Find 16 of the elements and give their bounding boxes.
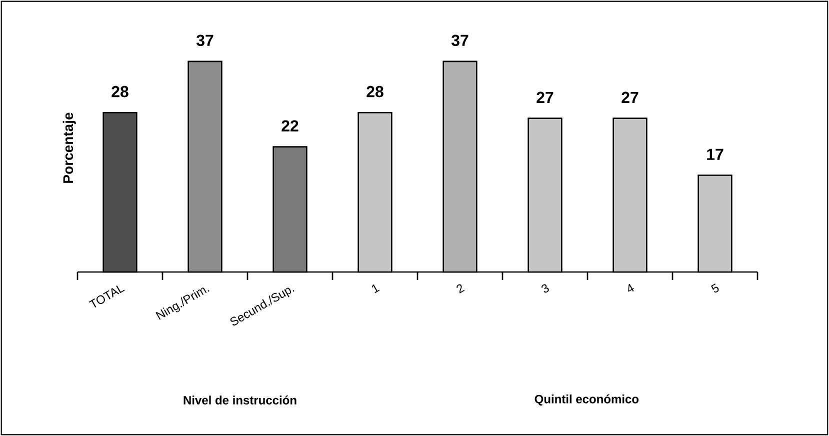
x-tick-label: 2 <box>456 284 465 294</box>
data-label: 27 <box>536 92 554 103</box>
text: Nivel de instrucción <box>184 396 296 404</box>
x-tick-label: 5 <box>711 284 719 293</box>
y-axis-title: Porcentaje <box>62 112 76 183</box>
data-label: 27 <box>622 92 638 103</box>
x-tick-label: 4 <box>628 284 634 292</box>
x-tick-label: 1 <box>372 284 380 294</box>
data-label: 37 <box>451 34 468 46</box>
x-tick-label: 3 <box>542 284 549 293</box>
data-label: 37 <box>196 34 214 46</box>
data-label: 22 <box>282 120 298 132</box>
text: Quintil económico <box>534 394 639 406</box>
data-label: 17 <box>707 148 724 160</box>
data-label: 28 <box>112 86 128 98</box>
data-label: 28 <box>366 86 384 98</box>
